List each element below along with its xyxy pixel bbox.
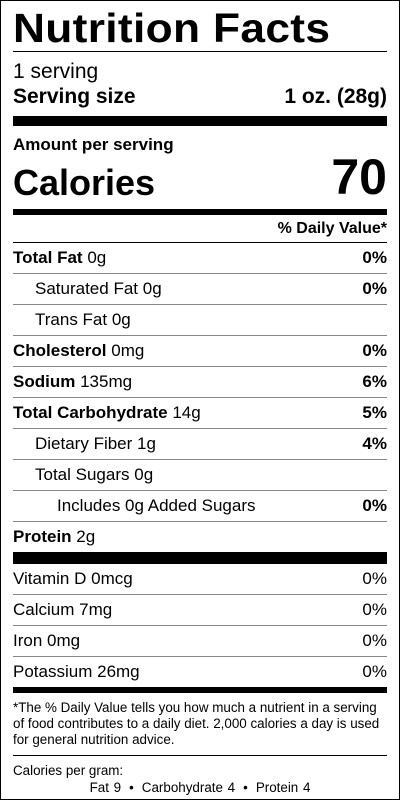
nutrient-amount: 0g [111, 310, 131, 329]
nutrient-name: Total Carbohydrate [13, 403, 168, 422]
nutrient-dv: 0% [362, 496, 387, 515]
nutrient-amount: 2g [76, 527, 96, 546]
vitamin-dv: 0% [362, 631, 387, 650]
medium-divider [13, 209, 387, 215]
vitamin-dv: 0% [362, 662, 387, 681]
vitamins-divider [13, 552, 387, 564]
calories-label: Calories [13, 162, 156, 203]
vitamin-name: Vitamin D [13, 569, 87, 588]
servings-per-container: 1 serving [13, 60, 99, 83]
vitamin-row-iron: Iron 0mg 0% [13, 625, 387, 656]
cpg-protein: Protein 4 [255, 780, 311, 795]
amount-per-serving: Amount per serving [13, 135, 174, 154]
daily-value-footnote: *The % Daily Value tells you how much a … [13, 700, 380, 747]
nutrient-row-cholesterol: Cholesterol 0mg 0% [13, 335, 387, 366]
nutrient-name: Dietary Fiber [35, 434, 133, 453]
nutrient-row-total-sugars: Total Sugars 0g [13, 459, 387, 490]
nutrient-dv: 0% [362, 248, 387, 267]
vitamin-dv: 0% [362, 600, 387, 619]
calories-value: 70 [331, 149, 387, 205]
cpg-carbohydrate: Carbohydrate 4 [141, 780, 236, 795]
nutrient-name: Protein [13, 527, 72, 546]
nutrient-amount: 0g [87, 248, 107, 267]
vitamin-amount: 26mg [97, 662, 140, 681]
nutrient-dv: 5% [362, 403, 387, 422]
nutrient-row-added-sugars: Includes 0g Added Sugars 0% [13, 490, 387, 521]
serving-size-row: Serving size 1 oz. (28g) [13, 84, 387, 110]
vitamin-row-vitamin-d: Vitamin D 0mcg 0% [13, 564, 387, 594]
serving-size-value: 1 oz. (28g) [284, 85, 387, 108]
bullet-separator: • [129, 780, 134, 795]
nutrient-row-trans-fat: Trans Fat 0g [13, 304, 387, 335]
vitamin-row-calcium: Calcium 7mg 0% [13, 594, 387, 625]
nutrient-dv: 0% [362, 279, 387, 298]
calories-row: Calories 70 [13, 151, 387, 203]
nutrient-amount: 1g [137, 434, 156, 453]
vitamin-amount: 7mg [79, 600, 113, 619]
serving-size-label: Serving size [13, 85, 136, 108]
vitamin-name: Calcium [13, 600, 75, 619]
nutrient-row-protein: Protein 2g [13, 521, 387, 552]
thick-divider [13, 116, 387, 126]
nutrient-name: Total Sugars [35, 465, 130, 484]
cpg-fat: Fat 9 [89, 780, 122, 795]
nutrient-dv: 6% [362, 372, 387, 391]
nutrient-amount: 135mg [80, 372, 133, 391]
nutrient-name: Includes 0g Added Sugars [57, 496, 256, 515]
nutrient-name: Sodium [13, 372, 76, 391]
nutrient-amount: 14g [172, 403, 201, 422]
nutrient-dv: 4% [362, 434, 387, 453]
nutrient-row-saturated-fat: Saturated Fat 0g 0% [13, 273, 387, 304]
footnote-rule [13, 755, 387, 756]
nutrient-name: Trans Fat [35, 310, 108, 329]
calories-per-gram-values: Fat 9 • Carbohydrate 4 • Protein 4 [13, 779, 387, 796]
daily-value-header: % Daily Value* [277, 220, 387, 237]
nutrient-dv: 0% [362, 341, 387, 360]
label-title: Nutrition Facts [13, 5, 331, 51]
nutrient-row-total-carbohydrate: Total Carbohydrate 14g 5% [13, 397, 387, 428]
vitamin-name: Potassium [13, 662, 93, 681]
nutrient-name: Cholesterol [13, 341, 107, 360]
vitamin-name: Iron [13, 631, 43, 650]
vitamin-amount: 0mg [47, 631, 81, 650]
vitamin-amount: 0mcg [91, 569, 133, 588]
calories-per-gram-label: Calories per gram: [13, 763, 124, 778]
nutrient-row-total-fat: Total Fat 0g 0% [13, 242, 387, 273]
nutrient-amount: 0g [142, 279, 162, 298]
vitamin-dv: 0% [362, 569, 387, 588]
nutrient-name: Total Fat [13, 248, 83, 267]
nutrient-name: Saturated Fat [35, 279, 139, 298]
vitamin-row-potassium: Potassium 26mg 0% [13, 656, 387, 687]
nutrient-amount: 0g [134, 465, 154, 484]
nutrient-row-dietary-fiber: Dietary Fiber 1g 4% [13, 428, 387, 459]
title-divider [13, 51, 387, 52]
nutrient-row-sodium: Sodium 135mg 6% [13, 366, 387, 397]
bullet-separator: • [243, 780, 248, 795]
footnote-divider [13, 687, 387, 693]
nutrient-amount: 0mg [111, 341, 145, 360]
